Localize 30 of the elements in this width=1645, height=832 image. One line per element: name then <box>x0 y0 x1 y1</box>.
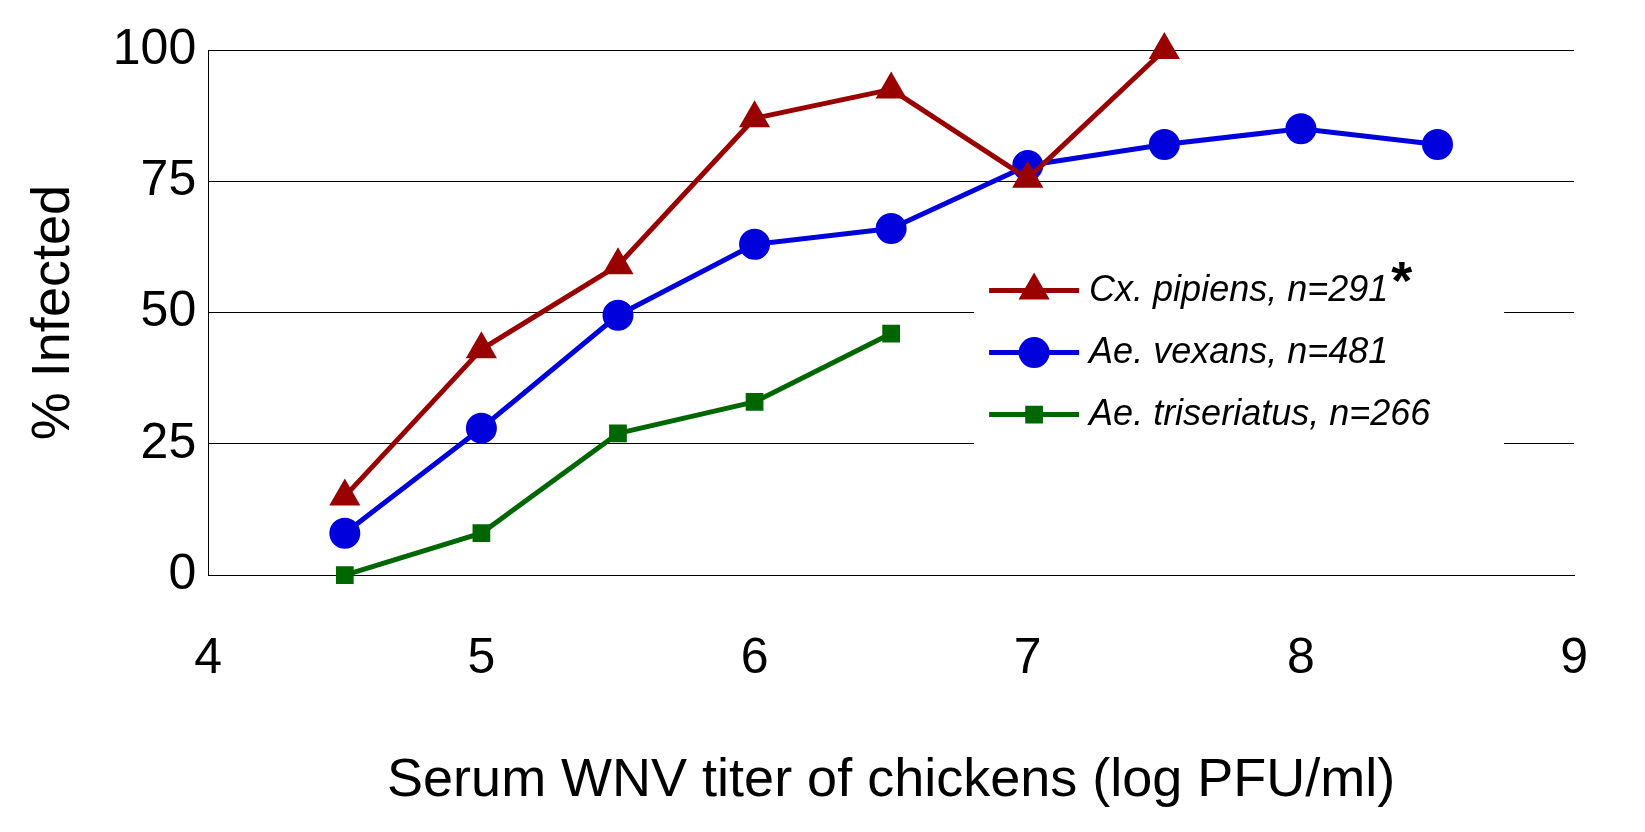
annotation: * <box>1391 249 1413 310</box>
point <box>609 424 627 443</box>
legend-label: Ae. vexans, n=481 <box>1087 329 1389 371</box>
x-tick-label: 5 <box>467 627 496 684</box>
x-tick-label: 7 <box>1013 627 1042 684</box>
point <box>1422 129 1454 161</box>
x-tick-label: 8 <box>1287 627 1315 684</box>
point <box>739 228 771 260</box>
point <box>602 299 634 331</box>
point <box>329 517 361 549</box>
legend-label: Cx. pipiens, n=291 <box>1089 267 1389 309</box>
x-axis-title: Serum WNV titer of chickens (log PFU/ml) <box>387 747 1396 808</box>
point <box>465 412 497 444</box>
point <box>875 213 907 245</box>
legend-label: Ae. triseriatus, n=266 <box>1087 391 1432 433</box>
y-tick-label: 25 <box>140 412 197 469</box>
x-tick-label: 6 <box>740 627 769 684</box>
point <box>1285 113 1317 145</box>
point <box>472 524 491 543</box>
point <box>745 393 764 411</box>
point <box>1148 129 1180 161</box>
y-axis-title: % Infected <box>20 185 81 441</box>
y-tick-label: 0 <box>168 543 197 600</box>
point <box>882 324 901 343</box>
x-tick-label: 9 <box>1560 627 1588 684</box>
point <box>335 566 354 585</box>
y-tick-label: 100 <box>112 18 197 75</box>
y-tick-label: 75 <box>140 150 197 207</box>
x-tick-label: 4 <box>194 627 223 684</box>
y-tick-label: 50 <box>140 281 197 338</box>
